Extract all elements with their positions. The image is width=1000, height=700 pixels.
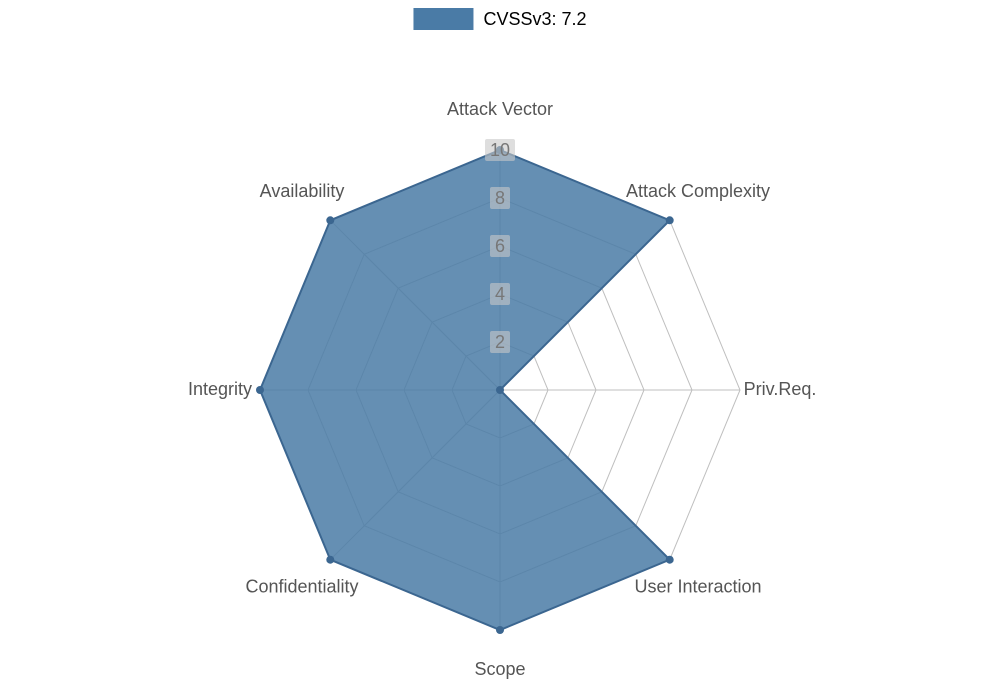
legend: CVSSv3: 7.2 [413, 8, 586, 30]
series-point [326, 556, 334, 564]
axis-label: Confidentiality [245, 577, 358, 597]
series-point [256, 386, 264, 394]
series-point [666, 556, 674, 564]
radar-chart: CVSSv3: 7.2 Attack Vector Attack Complexi… [0, 0, 1000, 700]
series-point [326, 216, 334, 224]
tick-label: 8 [495, 188, 505, 208]
radar-svg: Attack Vector Attack Complexity Priv.Req. U… [0, 0, 1000, 700]
tick-label: 4 [495, 284, 505, 304]
legend-label: CVSSv3: 7.2 [483, 9, 586, 30]
axis-label: Availability [260, 181, 345, 201]
series-point [496, 626, 504, 634]
axis-label: Attack Complexity [626, 181, 770, 201]
tick-label: 2 [495, 332, 505, 352]
axis-label: User Interaction [634, 577, 761, 597]
axis-label: Integrity [188, 379, 252, 399]
axis-label: Priv.Req. [744, 379, 817, 399]
tick-label: 6 [495, 236, 505, 256]
axis-label: Scope [474, 659, 525, 679]
legend-swatch [413, 8, 473, 30]
series-point [496, 386, 504, 394]
tick-label: 10 [490, 140, 510, 160]
axis-label: Attack Vector [447, 99, 553, 119]
series-point [666, 216, 674, 224]
